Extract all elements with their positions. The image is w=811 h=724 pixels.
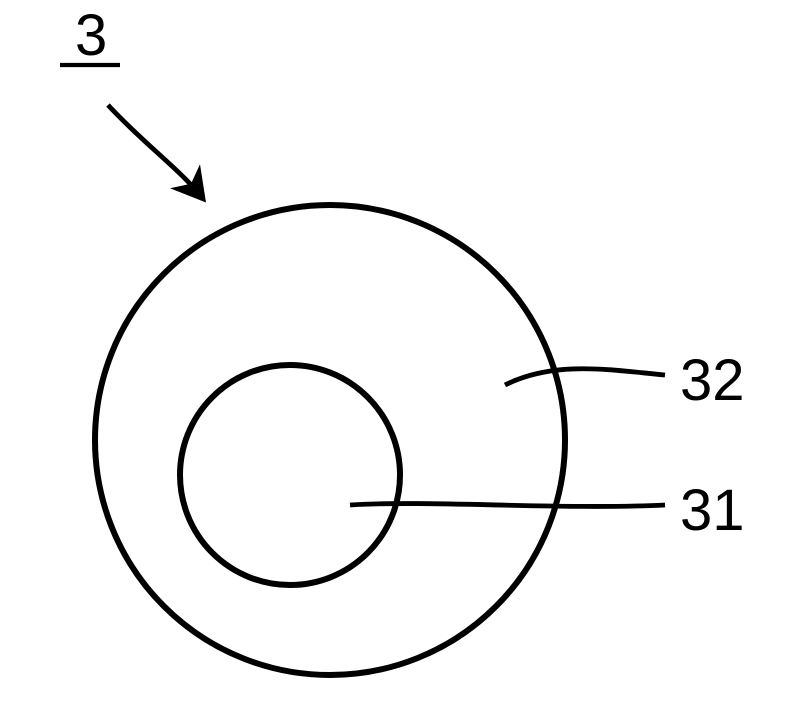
inner-leader-line (350, 504, 665, 507)
main-label: 3 (75, 3, 107, 68)
outer-leader-line (505, 369, 665, 385)
main-label-arrow (108, 105, 200, 195)
outer-region-label: 32 (680, 348, 745, 413)
diagram-svg: 3 32 31 (0, 0, 811, 724)
inner-circle (180, 365, 400, 585)
inner-region-label: 31 (680, 478, 745, 543)
outer-circle (95, 205, 565, 675)
